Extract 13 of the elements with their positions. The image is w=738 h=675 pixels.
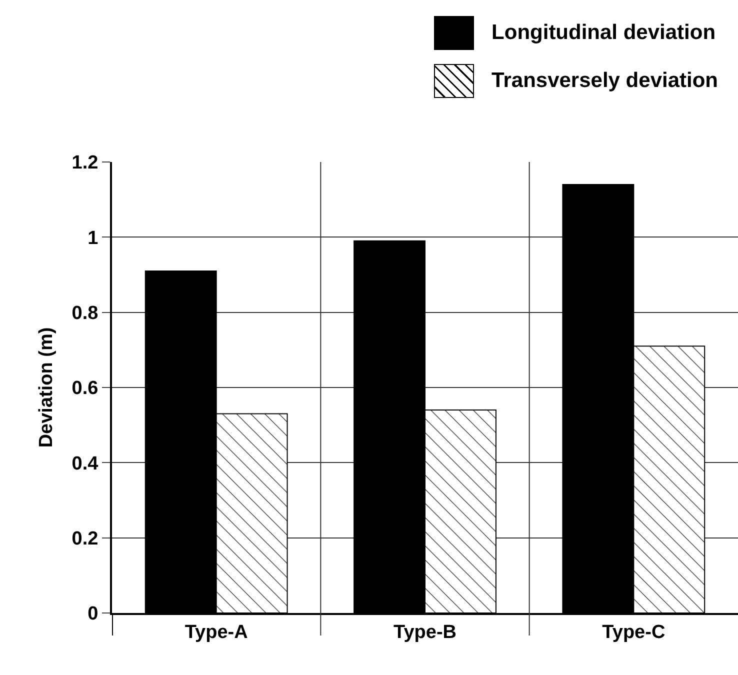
legend-label: Transversely deviation bbox=[492, 69, 718, 93]
x-tick-label: Type-B bbox=[394, 622, 456, 643]
x-tick-label: Type-C bbox=[602, 622, 666, 643]
y-tick-label: 0.4 bbox=[72, 453, 99, 474]
y-axis-title: Deviation (m) bbox=[36, 327, 58, 448]
y-tick-label: 0.8 bbox=[72, 302, 98, 324]
y-tick-label: 0.6 bbox=[72, 378, 98, 400]
y-tick-label: 0 bbox=[88, 604, 98, 625]
y-tick-label: 0.2 bbox=[72, 528, 98, 550]
y-tick-label: 1 bbox=[88, 228, 99, 249]
x-tick-label: Type-A bbox=[184, 622, 248, 643]
legend-label: Longitudinal deviation bbox=[492, 21, 716, 45]
y-tick-label: 1.2 bbox=[72, 152, 98, 174]
